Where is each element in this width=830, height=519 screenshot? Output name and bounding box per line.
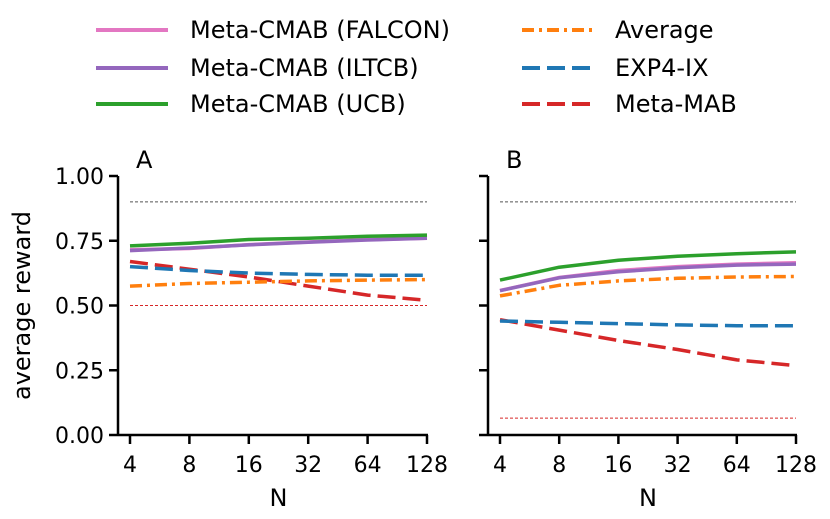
legend-label-falcon: Meta-CMAB (FALCON) — [190, 16, 450, 44]
legend-label-ucb: Meta-CMAB (UCB) — [190, 90, 406, 118]
panel-a-y-tick-label: 0.50 — [55, 295, 104, 320]
panel-b-series-iltcb — [499, 262, 797, 293]
panel-b-x-axis-title: N — [639, 484, 657, 512]
panel-a-y-tick-label: 0.75 — [55, 230, 104, 255]
panel-b-x-tick-label: 64 — [723, 453, 751, 478]
panel-a-y-tick-label: 0.25 — [55, 359, 104, 384]
panel-b-series-exp4 — [499, 319, 796, 328]
panel-a-y-tick-label: 1.00 — [55, 165, 104, 190]
panel-b-series-metamab — [499, 317, 797, 368]
panel-b-series-average — [499, 274, 797, 298]
legend-label-iltcb: Meta-CMAB (ILTCB) — [190, 54, 419, 82]
panel-a-x-tick-label: 8 — [182, 453, 196, 478]
legend-label-metamab: Meta-MAB — [615, 90, 737, 118]
panel-a-x-axis-title: N — [270, 484, 288, 512]
panel-b-x-tick-label: 8 — [552, 453, 566, 478]
panel-b-x-tick-label: 16 — [604, 453, 632, 478]
panel-a-series-ucb — [129, 233, 428, 248]
panel-b-x-tick-label: 32 — [664, 453, 692, 478]
legend-label-exp4: EXP4-IX — [615, 54, 709, 82]
panel-b-x-tick-label: 128 — [775, 453, 817, 478]
panel-a-x-tick-label: 128 — [406, 453, 448, 478]
panel-a-series-exp4 — [129, 264, 427, 277]
y-axis-title: average reward — [8, 211, 36, 400]
panel-b-series-ucb — [499, 250, 797, 282]
panel-a-x-tick-label: 4 — [123, 453, 137, 478]
panel-b-label: B — [506, 146, 522, 174]
panel-b-x-tick-label: 4 — [493, 453, 507, 478]
panel-a-label: A — [136, 146, 153, 174]
panel-a-series-iltcb — [129, 236, 428, 253]
panel-a-x-tick-label: 32 — [294, 453, 322, 478]
panel-a-x-tick-label: 64 — [354, 453, 382, 478]
panel-a-y-tick-label: 0.00 — [55, 424, 104, 449]
legend-label-average: Average — [615, 16, 714, 44]
panel-a-x-tick-label: 16 — [235, 453, 263, 478]
